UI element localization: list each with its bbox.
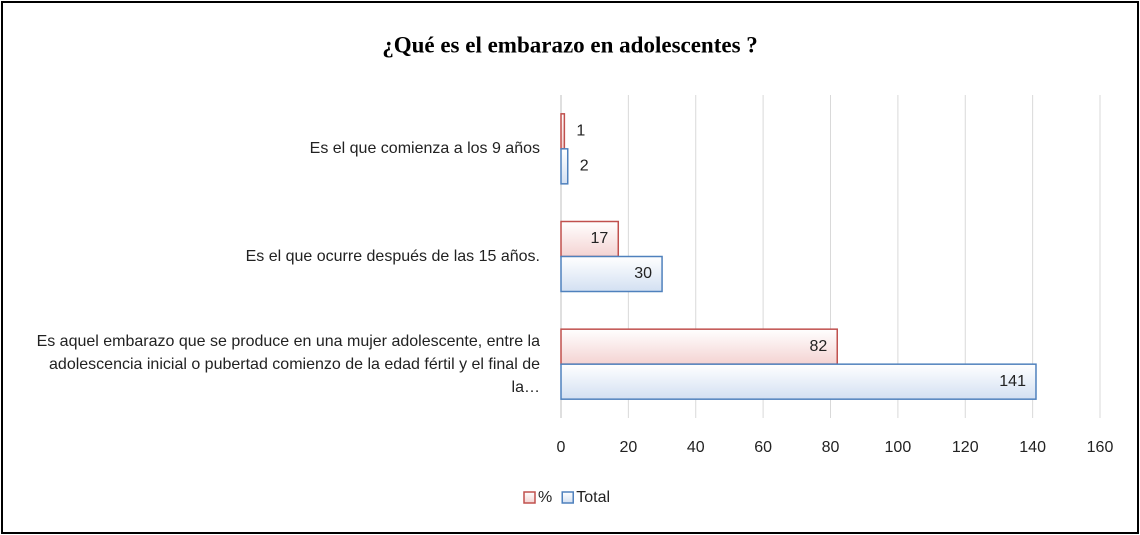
data-label: 2: [580, 158, 589, 175]
data-label: 1: [576, 123, 585, 140]
x-tick-label: 140: [1019, 439, 1046, 456]
bar: [560, 220, 620, 258]
legend-swatch: [561, 491, 574, 504]
legend-label: Total: [576, 489, 610, 506]
y-tick-label: Es el que ocurre después de las 15 años.: [245, 247, 540, 265]
data-label: 82: [809, 338, 827, 355]
category-label-box: Es el que comienza a los 9 años: [309, 140, 540, 158]
data-label: 141: [999, 373, 1026, 390]
bar: [560, 363, 1037, 400]
chart-title: ¿Qué es el embarazo en adolescentes ?: [382, 32, 758, 57]
bar: [560, 328, 838, 365]
x-tick-label: 20: [619, 439, 637, 456]
legend-swatch: [523, 491, 536, 504]
x-tick-label: 60: [754, 439, 772, 456]
y-tick-label: Es aquel embarazo que se produce en una …: [36, 332, 540, 396]
x-tick-label: 80: [822, 439, 840, 456]
x-tick-label: 160: [1087, 439, 1114, 456]
data-label: 17: [590, 230, 608, 247]
bar: [560, 113, 566, 150]
y-tick-label: Es el que comienza a los 9 años: [309, 140, 540, 158]
category-label-box: Es aquel embarazo que se produce en una …: [36, 332, 540, 396]
x-tick-label: 100: [885, 439, 912, 456]
data-label: 30: [634, 265, 652, 282]
bar: [560, 148, 569, 185]
x-tick-label: 120: [952, 439, 979, 456]
category-label-box: Es el que ocurre después de las 15 años.: [245, 247, 540, 265]
bar: [560, 255, 663, 293]
legend-label: %: [538, 489, 552, 506]
x-tick-label: 40: [687, 439, 705, 456]
x-tick-label: 0: [557, 439, 566, 456]
